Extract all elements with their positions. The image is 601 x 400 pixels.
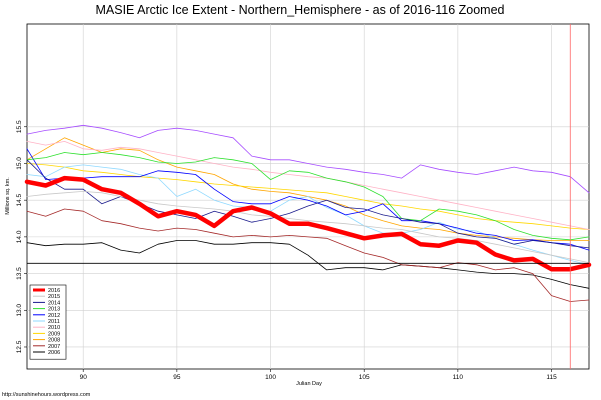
x-tick-label: 110 xyxy=(453,374,464,381)
series-line-unlabeled xyxy=(26,124,590,194)
y-tick-label: 13.0 xyxy=(16,304,23,317)
legend-entry: 2006 xyxy=(48,350,60,356)
reference-lines xyxy=(27,24,589,369)
legend: 2016201520142013201220112010200920082007… xyxy=(29,284,67,360)
series-line-2015 xyxy=(26,190,590,264)
y-tick-label: 14.5 xyxy=(16,193,23,206)
x-axis-label: Julian Day xyxy=(296,381,322,387)
y-tick-label: 14.0 xyxy=(16,230,23,243)
legend-entry: 2010 xyxy=(48,325,60,331)
y-axis-label: Millions sq. km. xyxy=(5,177,11,215)
x-tick-label: 115 xyxy=(546,374,557,381)
x-tick-label: 95 xyxy=(173,374,181,381)
x-tick-label: 100 xyxy=(265,374,276,381)
legend-entry: 2008 xyxy=(48,338,60,344)
y-tick-label: 12.5 xyxy=(16,340,23,353)
series-layer xyxy=(24,124,592,302)
legend-entry: 2007 xyxy=(48,344,60,350)
series-line-2010 xyxy=(26,140,590,230)
y-axis: 12.5 13.0 13.5 14.0 14.5 15.0 15.5 xyxy=(16,120,27,353)
y-tick-label: 15.5 xyxy=(16,120,23,133)
series-line-2006 xyxy=(26,240,590,289)
x-tick-label: 90 xyxy=(80,374,88,381)
series-line-2007 xyxy=(26,208,590,302)
series-line-2012 xyxy=(26,148,590,251)
legend-entry: 2013 xyxy=(48,307,60,313)
series-line-2016 xyxy=(24,175,592,272)
legend-entry: 2011 xyxy=(48,319,60,325)
source-note: http://sunshinehours.wordpress.com xyxy=(2,392,91,398)
legend-box xyxy=(29,284,67,360)
y-tick-label: 13.5 xyxy=(16,267,23,280)
legend-entry: 2015 xyxy=(48,294,60,300)
legend-entry: 2016 xyxy=(48,288,60,294)
legend-entry: 2014 xyxy=(48,300,60,306)
x-tick-label: 105 xyxy=(359,374,370,381)
x-axis: 90 95 100 105 110 115 xyxy=(80,369,557,381)
chart-title: MASIE Arctic Ice Extent - Northern_Hemis… xyxy=(96,3,505,17)
legend-entry: 2012 xyxy=(48,313,60,319)
series-line-2013 xyxy=(26,152,590,241)
y-tick-label: 15.0 xyxy=(16,157,23,170)
legend-entry: 2009 xyxy=(48,331,60,337)
